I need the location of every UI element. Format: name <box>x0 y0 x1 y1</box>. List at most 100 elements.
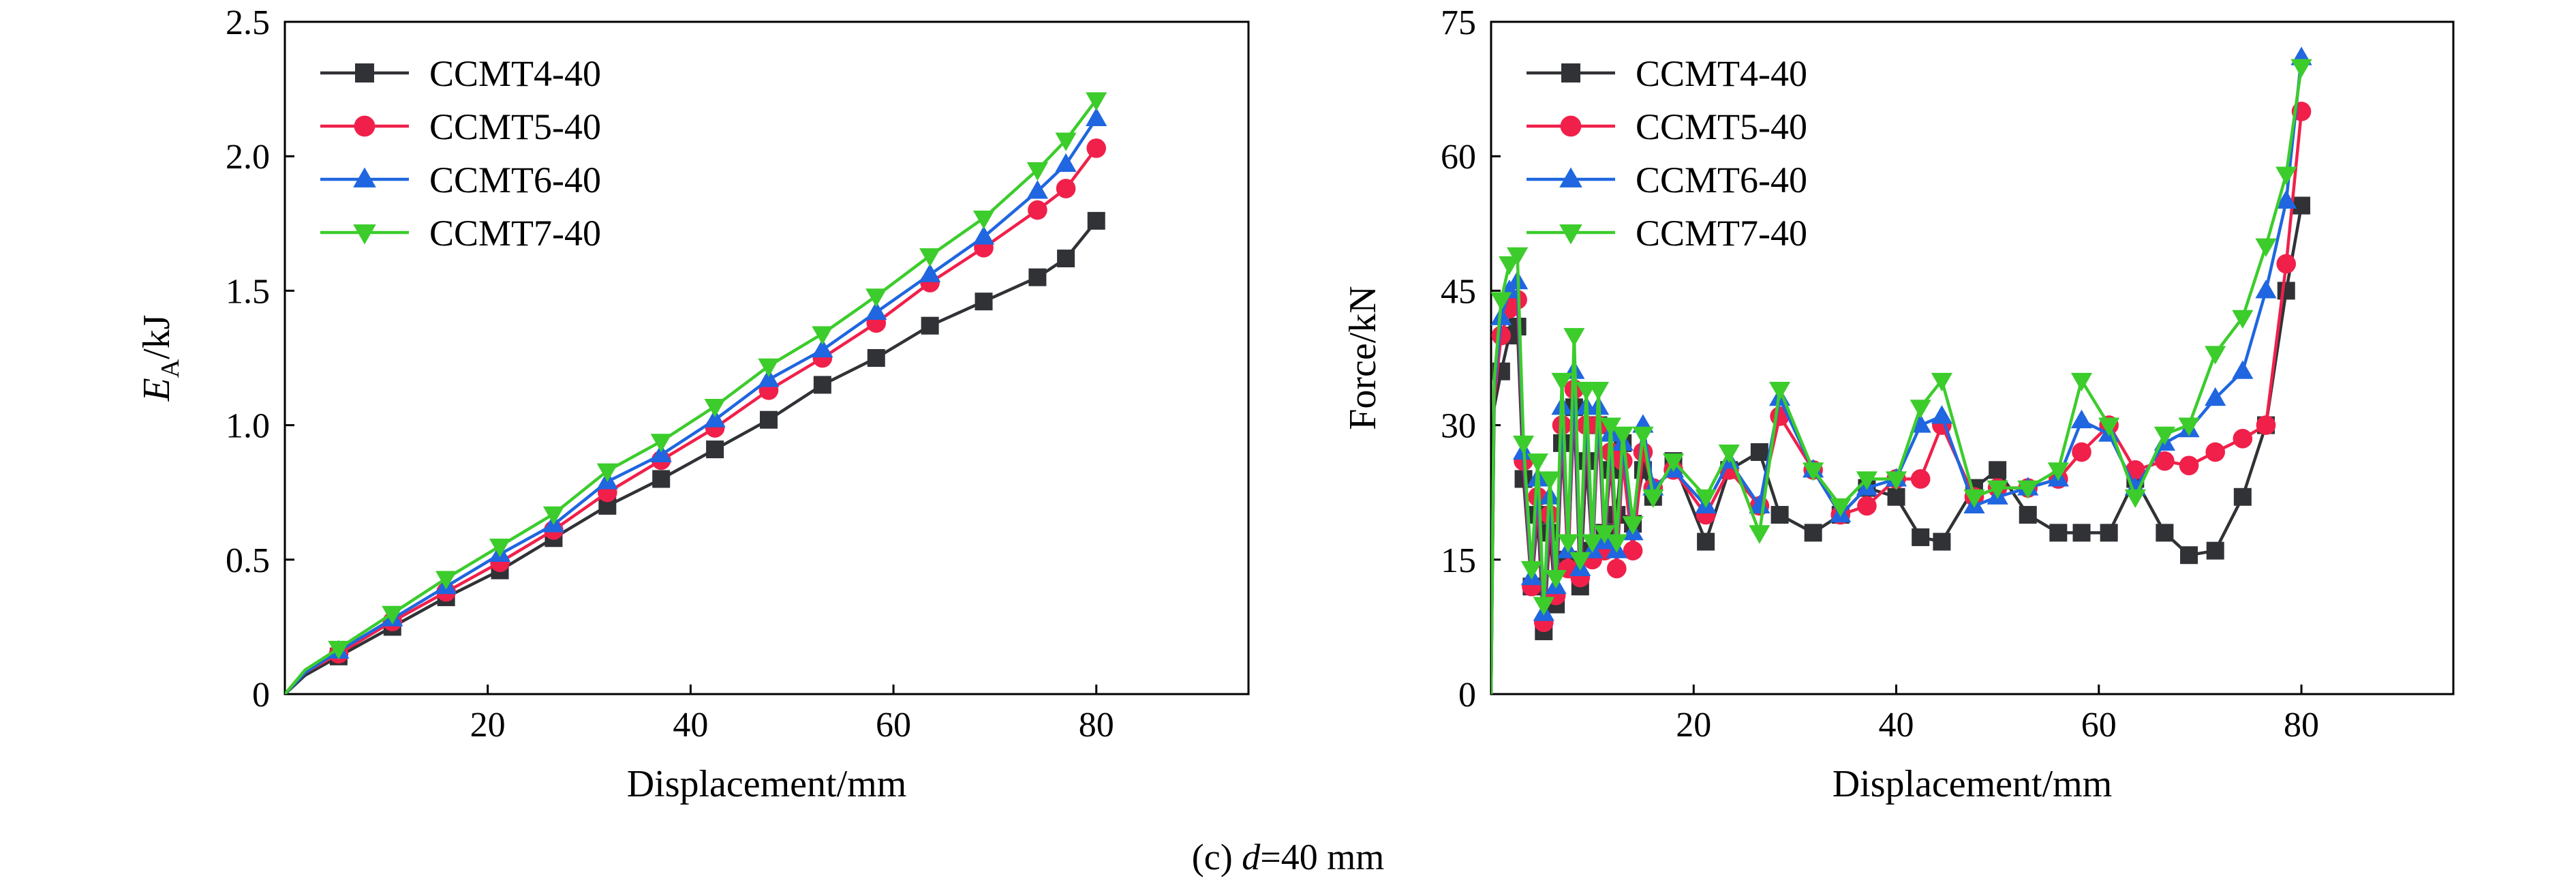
force-line-ccmt7-40 <box>1491 66 2303 694</box>
energy-chart-panel: 20 40 60 80 0 0.5 1.0 1.5 2.0 2.5 Displacement/mm E… <box>136 3 1250 805</box>
force-point-ccmt6-40 <box>2070 409 2093 429</box>
force-ytick-label: 30 <box>1441 407 1476 446</box>
energy-line-ccmt7-40 <box>285 99 1098 694</box>
energy-point-ccmt7-40 <box>704 398 726 418</box>
force-point-ccmt5-40 <box>2205 442 2226 462</box>
energy-point-ccmt7-40 <box>489 539 511 558</box>
energy-legend-item-ccmt7-40: CCMT7-40 <box>320 213 601 254</box>
energy-point-ccmt6-40 <box>919 263 941 282</box>
force-point-ccmt5-40 <box>1607 558 1627 579</box>
force-legend-item-ccmt6-40: CCMT6-40 <box>1527 160 1807 200</box>
force-xtick-label: 80 <box>2284 706 2319 745</box>
force-point-ccmt7-40 <box>1587 381 1610 401</box>
force-point-ccmt7-40 <box>1612 426 1634 445</box>
force-ytick-label: 15 <box>1441 541 1476 580</box>
force-point-ccmt6-40 <box>1749 494 1770 513</box>
energy-point-ccmt7-40 <box>758 358 780 378</box>
energy-ytick-label: 2.0 <box>226 138 270 177</box>
force-point-ccmt7-40 <box>1963 489 1985 509</box>
force-point-ccmt7-40 <box>1856 471 1878 490</box>
force-point-ccmt5-40 <box>1857 496 1877 516</box>
energy-point-ccmt7-40 <box>1026 162 1049 181</box>
energy-point-ccmt4-40 <box>652 470 671 488</box>
force-point-ccmt7-40 <box>2047 462 2069 481</box>
energy-legend-marker <box>355 63 374 82</box>
force-ytick-label: 60 <box>1441 138 1476 177</box>
force-legend-label: CCMT4-40 <box>1636 53 1807 94</box>
force-series-ccmt5-40 <box>1491 102 2312 694</box>
force-point-ccmt7-40 <box>2275 166 2297 185</box>
force-legend-marker <box>1559 224 1582 245</box>
force-point-ccmt7-40 <box>2098 417 2120 436</box>
energy-ytick-label: 1.5 <box>226 272 270 311</box>
force-point-ccmt4-40 <box>2156 524 2174 542</box>
energy-series-ccmt7-40 <box>285 92 1107 694</box>
force-point-ccmt4-40 <box>2100 524 2118 542</box>
energy-line-ccmt4-40 <box>285 220 1098 694</box>
energy-point-ccmt4-40 <box>759 410 778 429</box>
energy-xtick-label: 60 <box>876 706 911 745</box>
force-legend-item-ccmt7-40: CCMT7-40 <box>1527 213 1807 254</box>
force-point-ccmt5-40 <box>1910 469 1931 489</box>
energy-point-ccmt5-40 <box>1086 138 1107 158</box>
force-point-ccmt7-40 <box>1593 525 1616 544</box>
force-point-ccmt6-40 <box>1931 405 1953 424</box>
force-point-ccmt5-40 <box>2256 415 2276 435</box>
energy-legend-marker <box>353 167 376 188</box>
energy-y-axis-label-symbol: E <box>136 378 178 402</box>
force-point-ccmt4-40 <box>1770 506 1789 524</box>
energy-legend-marker <box>353 224 376 245</box>
force-point-ccmt4-40 <box>1912 528 1930 546</box>
energy-series-ccmt4-40 <box>285 211 1105 694</box>
force-point-ccmt7-40 <box>2232 310 2254 329</box>
force-series-ccmt6-40 <box>1490 46 2312 694</box>
energy-point-ccmt6-40 <box>650 443 672 463</box>
energy-legend-label: CCMT6-40 <box>429 160 601 200</box>
force-ytick-label: 75 <box>1441 3 1476 42</box>
force-point-ccmt6-40 <box>2275 190 2297 209</box>
force-legend-label: CCMT7-40 <box>1636 213 1807 254</box>
energy-point-ccmt7-40 <box>972 210 995 230</box>
force-series-ccmt7-40 <box>1490 59 2312 694</box>
force-line-ccmt5-40 <box>1491 111 2303 694</box>
energy-legend-marker <box>354 115 375 137</box>
force-point-ccmt7-40 <box>1987 480 2008 499</box>
energy-point-ccmt7-40 <box>865 288 887 308</box>
energy-point-ccmt7-40 <box>596 463 618 482</box>
energy-point-ccmt7-40 <box>1055 132 1077 151</box>
energy-point-ccmt6-40 <box>1086 107 1107 127</box>
force-point-ccmt4-40 <box>2293 196 2311 215</box>
force-point-ccmt5-40 <box>2072 442 2091 462</box>
caption-variable: d <box>1242 837 1261 877</box>
force-legend-marker <box>1561 63 1580 82</box>
energy-plot-frame <box>283 20 1250 695</box>
force-chart-panel: 20 40 60 80 0 15 30 45 60 75 Displacement/mm Force/… <box>1342 3 2455 805</box>
force-point-ccmt7-40 <box>1490 292 1512 311</box>
energy-x-axis-label: Displacement/mm <box>627 763 907 805</box>
force-point-ccmt7-40 <box>1539 471 1561 490</box>
force-point-ccmt6-40 <box>1910 414 1931 433</box>
force-point-ccmt7-40 <box>1527 453 1548 472</box>
energy-point-ccmt4-40 <box>1087 211 1105 230</box>
force-xtick-label: 20 <box>1676 706 1711 745</box>
force-point-ccmt7-40 <box>1599 417 1621 436</box>
force-point-ccmt5-40 <box>2179 455 2199 476</box>
force-point-ccmt4-40 <box>2180 546 2198 565</box>
energy-ytick-label: 0.5 <box>226 541 270 580</box>
force-point-ccmt4-40 <box>1887 487 1905 506</box>
energy-legend-item-ccmt4-40: CCMT4-40 <box>320 53 601 94</box>
energy-xtick-label: 40 <box>673 706 708 745</box>
force-legend-marker <box>1559 167 1582 188</box>
force-point-ccmt7-40 <box>1632 426 1654 445</box>
force-plot-frame <box>1490 20 2455 695</box>
force-point-ccmt4-40 <box>2049 524 2068 542</box>
energy-point-ccmt5-40 <box>1056 179 1076 198</box>
energy-point-ccmt5-40 <box>1028 200 1047 220</box>
force-point-ccmt7-40 <box>1606 534 1627 553</box>
energy-point-ccmt4-40 <box>867 349 885 367</box>
force-point-ccmt4-40 <box>1933 532 1951 551</box>
energy-legend-label: CCMT7-40 <box>429 213 601 254</box>
energy-point-ccmt6-40 <box>812 338 833 358</box>
energy-legend-item-ccmt5-40: CCMT5-40 <box>320 106 601 147</box>
